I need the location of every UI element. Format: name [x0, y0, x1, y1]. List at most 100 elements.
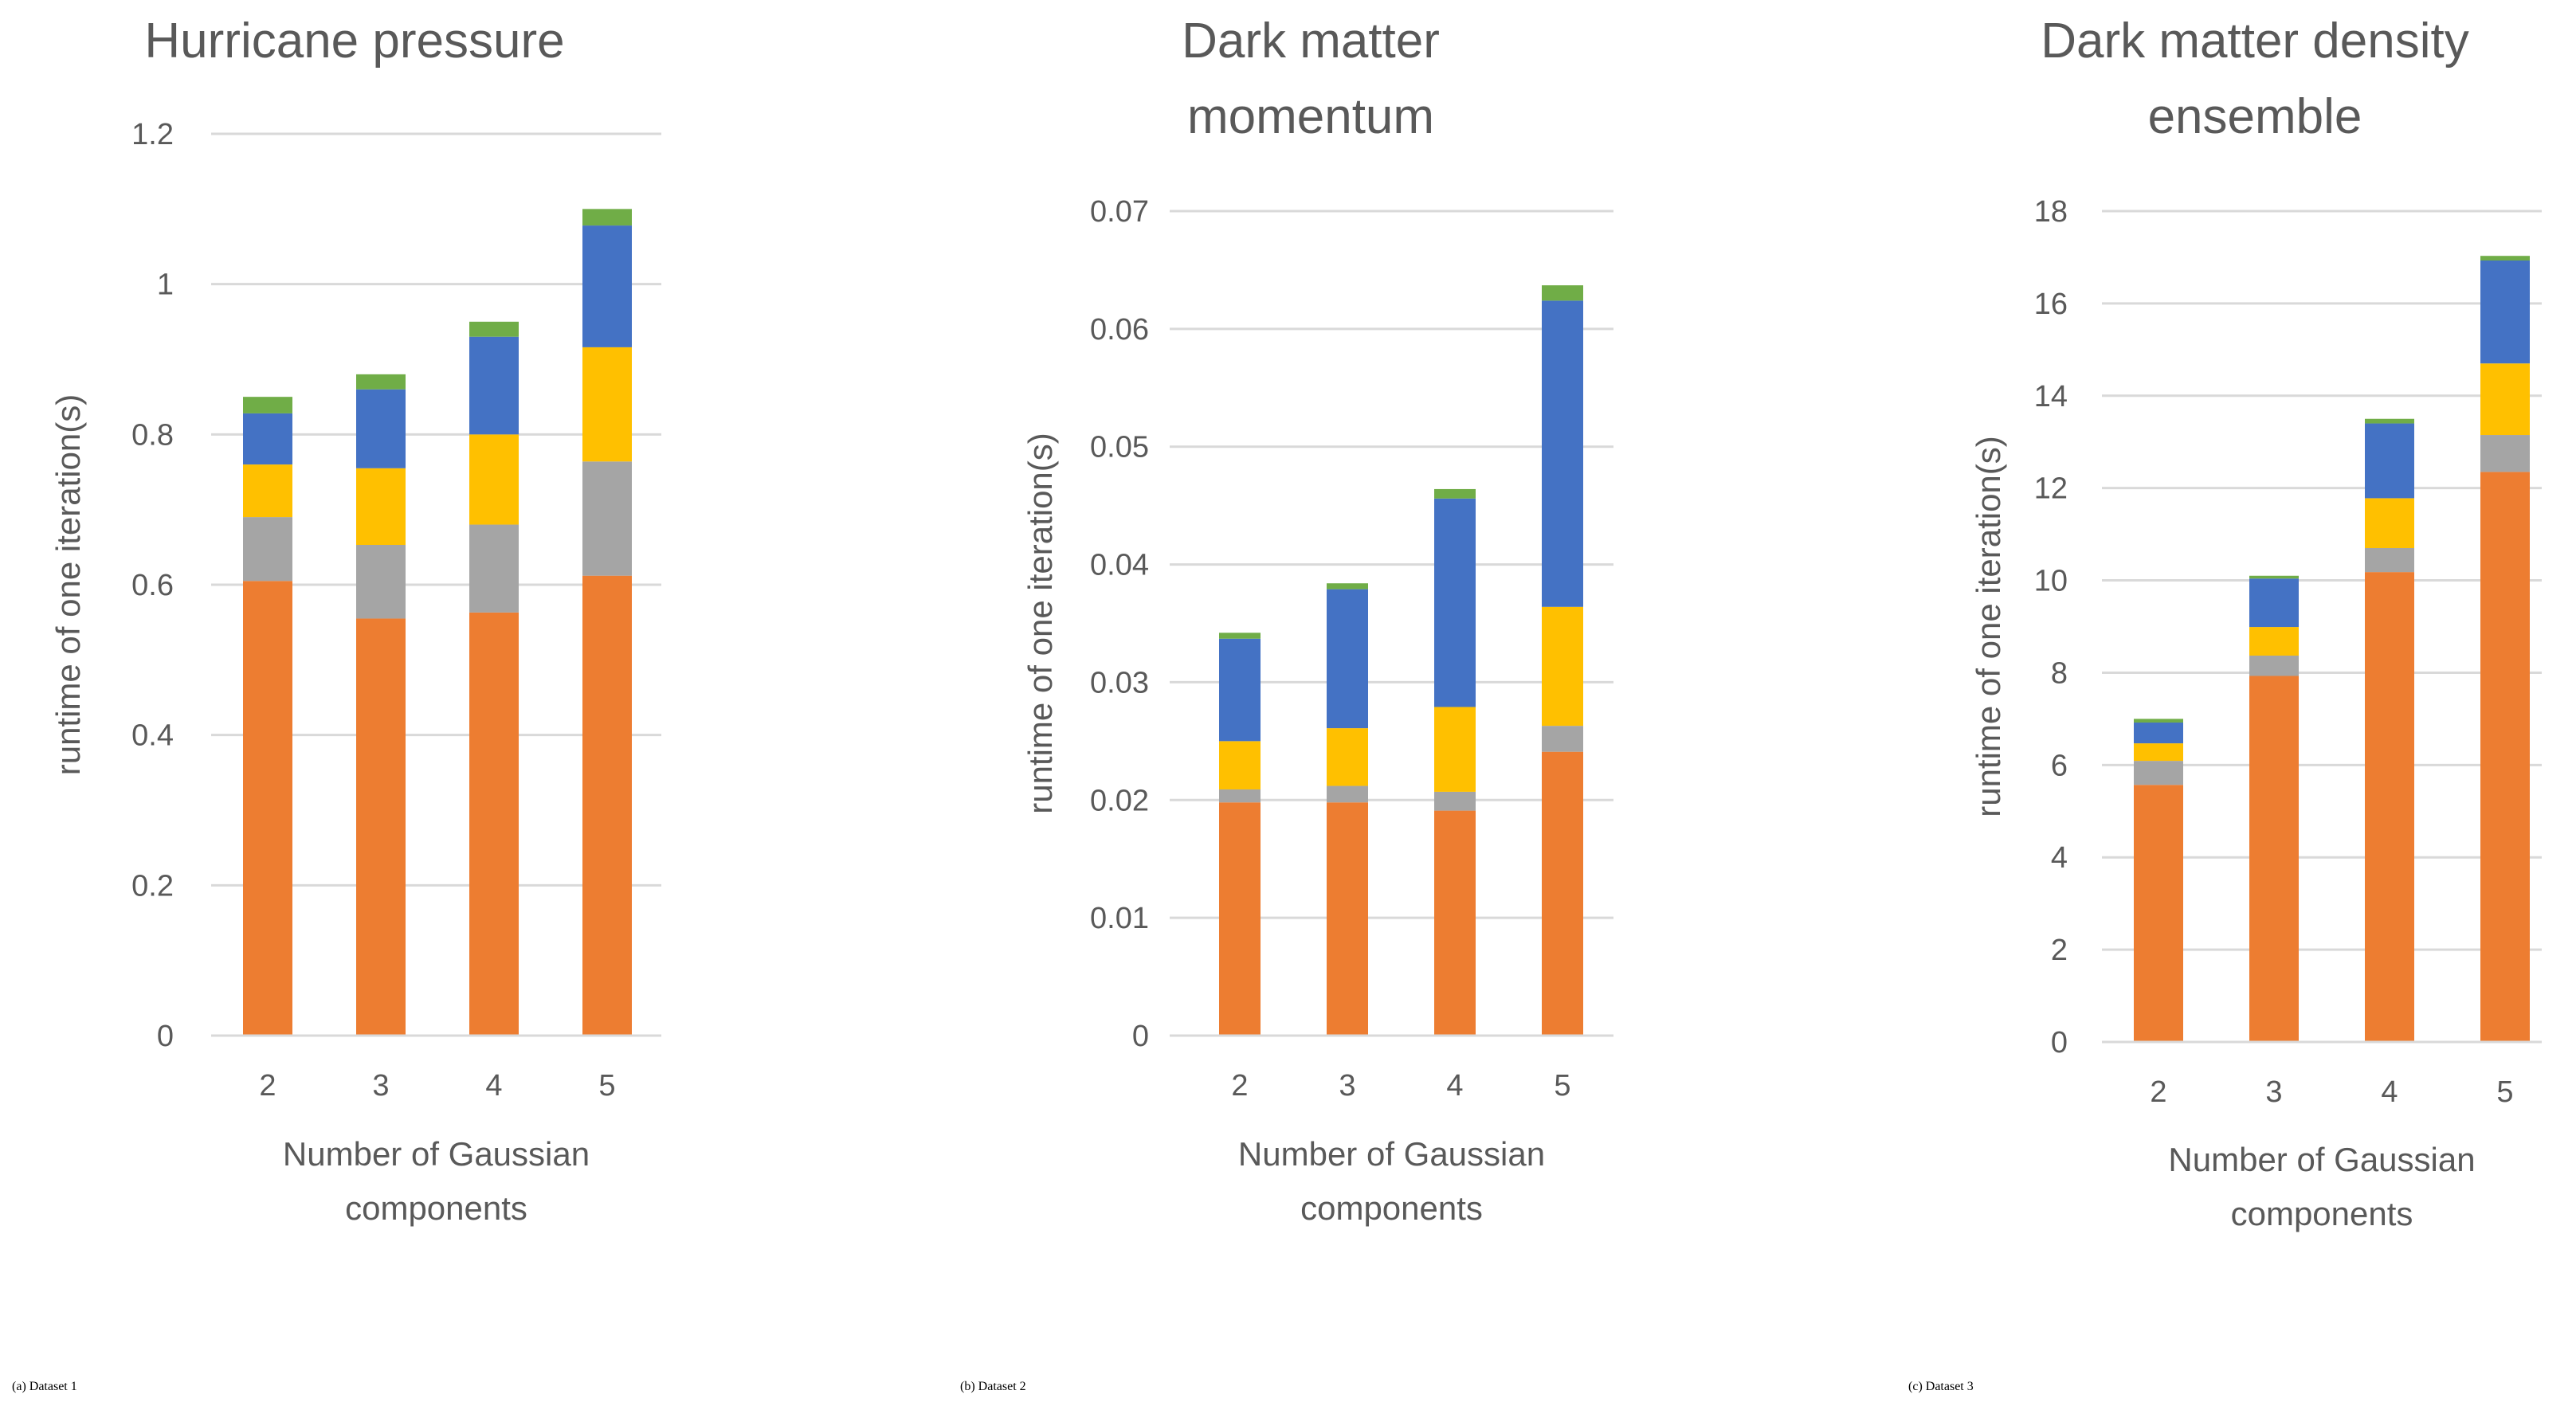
x-tick-label: 5 [598, 1069, 615, 1103]
bar-segment-blue [2480, 260, 2530, 364]
bar-segment-yellow [1542, 606, 1583, 727]
x-tick-label: 2 [2150, 1075, 2166, 1109]
bar-segment-green [1434, 488, 1476, 499]
x-axis-label-line: components [2231, 1195, 2413, 1232]
bar-segment-yellow [1219, 741, 1261, 789]
bar-segment-orange [356, 618, 406, 1036]
bar-segment-gray [2365, 547, 2414, 573]
bar-segment-green [2249, 575, 2299, 579]
caption-letter: b [964, 1380, 970, 1393]
bar-segment-blue [243, 413, 292, 465]
bar-segment-blue [2134, 723, 2183, 744]
bar-segment-blue [1327, 589, 1368, 729]
y-tick-label: 1 [157, 268, 174, 302]
caption-text: Dataset 3 [1923, 1380, 1974, 1393]
chart-title: Dark matter density ensemble [2041, 14, 2469, 144]
bar-segment-blue [2365, 423, 2414, 499]
y-tick-label: 0.07 [1090, 195, 1149, 229]
bar-segment-gray [1542, 726, 1583, 752]
x-tick-label: 2 [259, 1069, 276, 1103]
x-tick-label: 4 [1446, 1069, 1463, 1103]
x-axis-label-line: Number of Gaussian [283, 1135, 590, 1173]
chart-title-line: Hurricane pressure [144, 14, 564, 69]
y-tick-label: 0.6 [131, 569, 174, 602]
y-tick-label: 12 [2034, 472, 2068, 506]
chart-title-line: Dark matter density [2041, 14, 2469, 69]
x-axis-label: Number of Gaussian components [1238, 1135, 1545, 1227]
bar-segment-yellow [582, 347, 632, 462]
bar-segment-orange [582, 575, 632, 1036]
chart-title: Hurricane pressure [144, 14, 564, 69]
caption-letter: c [1912, 1380, 1918, 1393]
y-tick-label: 0.2 [131, 869, 174, 903]
bar-segment-orange [2134, 785, 2183, 1042]
bar-segment-yellow [469, 434, 519, 525]
x-tick-label: 3 [2265, 1075, 2282, 1109]
bar-segment-green [582, 209, 632, 226]
x-tick-label: 5 [1554, 1069, 1570, 1103]
caption-close-paren: ) [1918, 1380, 1922, 1393]
x-axis-label-line: components [345, 1189, 527, 1227]
caption-open-paren: ( [12, 1380, 16, 1393]
bar-segment-yellow [1327, 728, 1368, 786]
bar-segment-orange [2249, 676, 2299, 1042]
subfigure-caption: (c) Dataset 3 [1908, 1380, 1974, 1393]
caption-open-paren: ( [1908, 1380, 1912, 1393]
y-tick-label: 0.04 [1090, 549, 1149, 582]
chart-title: Dark matter momentum [1182, 14, 1440, 144]
y-tick-label: 0.01 [1090, 902, 1149, 935]
chart-panel-1: Hurricane pressure 0 0.2 0.4 0.6 0.8 1 1.2 2 3 4 5 r… [12, 14, 661, 1393]
subfigure-caption: (b) Dataset 2 [960, 1380, 1026, 1393]
bar-segment-gray [356, 545, 406, 619]
bar-segment-green [469, 321, 519, 337]
bar-segment-yellow [2249, 627, 2299, 656]
bar-segment-green [1219, 633, 1261, 639]
bar-segment-gray [2249, 656, 2299, 676]
bar-segment-green [356, 374, 406, 390]
bar-segment-gray [582, 461, 632, 576]
bar-segment-green [2134, 719, 2183, 723]
y-tick-label: 0.8 [131, 418, 174, 452]
bar-segment-gray [1219, 789, 1261, 803]
bar-segment-blue [356, 389, 406, 468]
y-tick-label: 1.2 [131, 118, 174, 151]
y-tick-label: 0 [1132, 1020, 1149, 1053]
bar-segment-blue [582, 225, 632, 347]
bar-segment-orange [2480, 472, 2530, 1042]
y-tick-label: 10 [2034, 565, 2068, 598]
chart-title-line: ensemble [2148, 89, 2362, 144]
y-axis-label: runtime of one iteration(s) [49, 394, 87, 776]
caption-text: Dataset 2 [975, 1380, 1026, 1393]
y-tick-label: 0.4 [131, 719, 174, 753]
y-tick-label: 8 [2051, 656, 2068, 690]
y-tick-label: 0 [157, 1020, 174, 1053]
chart-title-line: Dark matter [1182, 14, 1440, 69]
bar-segment-blue [2249, 578, 2299, 628]
bar-segment-yellow [2480, 363, 2530, 436]
bar-segment-orange [243, 581, 292, 1036]
caption-letter: a [16, 1380, 22, 1393]
bar-segment-gray [469, 524, 519, 613]
bar-segment-orange [2365, 572, 2414, 1042]
y-axis-label: runtime of one iteration(s) [1021, 433, 1059, 814]
caption-text: Dataset 1 [26, 1380, 77, 1393]
bar-segment-gray [1434, 791, 1476, 811]
bar-segment-yellow [2365, 498, 2414, 548]
bar-segment-yellow [243, 464, 292, 518]
bar-segment-orange [1434, 810, 1476, 1036]
x-axis-label: Number of Gaussian components [283, 1135, 590, 1227]
y-tick-label: 0.02 [1090, 784, 1149, 817]
x-axis-label-line: Number of Gaussian [1238, 1135, 1545, 1173]
caption-open-paren: ( [960, 1380, 964, 1393]
x-axis-label-line: components [1300, 1189, 1483, 1227]
y-tick-label: 18 [2034, 195, 2068, 229]
bar-segment-orange [1542, 751, 1583, 1036]
y-tick-label: 0.05 [1090, 431, 1149, 464]
bar-segment-blue [1542, 300, 1583, 607]
bar-segment-gray [2134, 761, 2183, 785]
x-tick-label: 3 [1339, 1069, 1355, 1103]
bar-segment-orange [1219, 802, 1261, 1036]
y-tick-label: 4 [2051, 841, 2068, 875]
y-tick-label: 2 [2051, 934, 2068, 967]
